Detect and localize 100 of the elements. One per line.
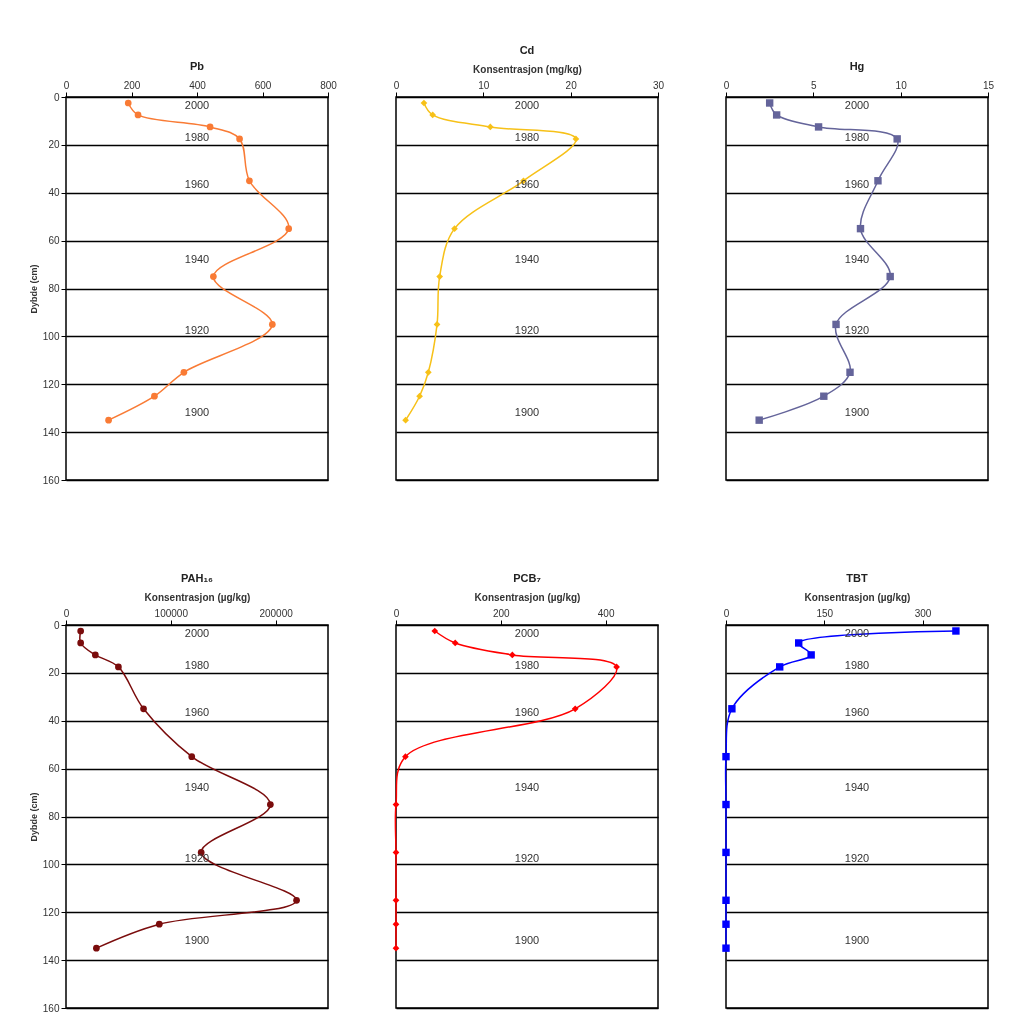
point (392, 896, 400, 904)
point (431, 627, 439, 635)
y-tick-label: 160 (42, 474, 60, 486)
x-tick-label: 30 (652, 79, 665, 91)
point (886, 272, 894, 281)
chart-title: PCB₇ (513, 572, 541, 584)
point (392, 944, 400, 952)
annotation: 1960 (844, 178, 870, 191)
annotation: 1940 (514, 780, 540, 793)
chart-title: Pb (189, 60, 205, 72)
annotation: 1940 (184, 780, 210, 793)
point (722, 800, 730, 809)
point (451, 225, 458, 233)
point (776, 663, 784, 671)
x-tick-label: 100000 (154, 607, 189, 619)
point (77, 627, 85, 635)
annotation: 1980 (514, 658, 540, 671)
point (722, 896, 730, 904)
x-tick-label: 0 (63, 607, 70, 619)
y-tick-label: 120 (42, 906, 60, 918)
annotation: 1900 (184, 934, 210, 947)
point (572, 135, 580, 143)
point (571, 705, 579, 713)
point (93, 944, 100, 952)
annotation: 1920 (844, 323, 870, 336)
chart-title: Hg (849, 60, 865, 72)
point (210, 273, 217, 280)
x-tick-label: 800 (320, 79, 338, 91)
annotation: 2000 (514, 99, 540, 112)
y-tick-label: 80 (48, 283, 60, 294)
annotation: 1980 (184, 130, 210, 143)
annotation: 1980 (844, 658, 870, 671)
y-tick-label: 80 (48, 811, 60, 822)
point (451, 639, 459, 647)
x-tick-label: 600 (254, 79, 272, 91)
y-tick-label: 140 (42, 954, 60, 966)
y-tick-label: 40 (48, 187, 60, 199)
point (613, 663, 620, 671)
annotation: 1900 (844, 406, 870, 419)
x-axis-title: Konsentrasjon (µg/kg) (474, 591, 581, 603)
chart-title: Cd (519, 44, 535, 56)
point (722, 944, 730, 952)
point (134, 111, 142, 119)
y-tick-label: 160 (42, 1002, 60, 1014)
point (402, 753, 409, 761)
point (795, 639, 803, 647)
point (140, 705, 147, 713)
point (293, 896, 300, 904)
point (151, 392, 158, 400)
point (180, 368, 188, 376)
x-tick-label: 0 (723, 79, 730, 91)
point (420, 99, 428, 107)
x-tick-label: 0 (393, 607, 400, 619)
annotation: 1960 (844, 706, 870, 719)
annotation: 1920 (514, 851, 540, 864)
point (77, 639, 85, 647)
point (424, 368, 432, 376)
point (91, 651, 99, 659)
y-tick-label: 60 (48, 763, 60, 775)
point (436, 273, 444, 280)
y-tick-label: 100 (42, 858, 60, 870)
chart-title: TBT (846, 572, 868, 584)
annotation: 1980 (514, 130, 540, 143)
point (486, 123, 494, 131)
x-tick-label: 10 (478, 79, 490, 91)
annotation: 2000 (184, 627, 210, 640)
point (285, 225, 293, 232)
annotation: 1980 (184, 658, 210, 671)
annotation: 1960 (184, 178, 210, 191)
point (268, 321, 276, 328)
annotation: 1920 (514, 323, 540, 336)
x-tick-label: 10 (895, 79, 908, 91)
point (807, 651, 815, 659)
annotation: 1900 (514, 934, 540, 947)
point (124, 99, 132, 107)
annotation: 1940 (184, 252, 210, 265)
annotation: 1940 (844, 780, 870, 793)
x-tick-label: 200 (123, 79, 141, 91)
point (832, 320, 840, 329)
x-tick-label: 200 (492, 607, 511, 619)
x-tick-label: 300 (914, 607, 932, 619)
y-tick-label: 0 (53, 91, 60, 103)
annotation: 1960 (514, 706, 540, 719)
x-tick-label: 400 (189, 79, 207, 91)
point (429, 111, 437, 119)
x-tick-label: 20 (565, 79, 578, 91)
y-tick-label: 60 (48, 235, 60, 247)
y-tick-label: 100 (42, 330, 60, 342)
y-tick-label: 140 (42, 426, 60, 438)
point (952, 627, 960, 635)
y-tick-label: 0 (53, 619, 60, 631)
point (722, 752, 730, 761)
point (728, 705, 736, 713)
y-axis-title: Dybde (cm) (28, 264, 39, 314)
point (155, 920, 163, 928)
point (508, 651, 516, 659)
point (105, 416, 112, 424)
point (893, 135, 901, 143)
annotation: 1940 (844, 252, 870, 265)
x-tick-label: 0 (393, 79, 400, 91)
